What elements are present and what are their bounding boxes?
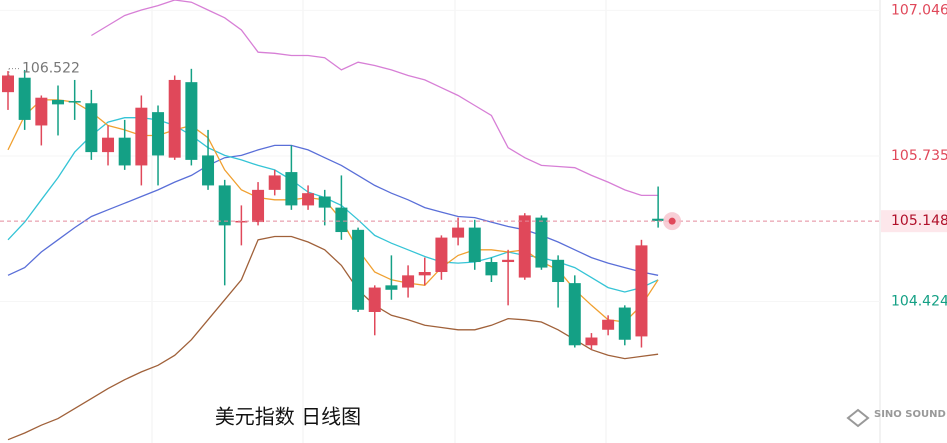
candle-body — [202, 155, 215, 186]
candle-body — [52, 99, 65, 105]
candle-body — [352, 229, 365, 310]
candle-body — [385, 285, 398, 290]
candle-body — [485, 262, 498, 276]
candle-body — [152, 112, 165, 156]
candle-body — [435, 237, 448, 273]
last-price-box — [881, 210, 947, 233]
watermark: SINO SOUND — [846, 408, 946, 428]
candle-body — [552, 259, 565, 283]
candle-body — [285, 172, 298, 206]
indicator-line — [91, 0, 659, 197]
candle-body — [618, 307, 631, 340]
candle-body — [135, 107, 148, 166]
candle-body — [502, 259, 515, 263]
candle-body — [118, 137, 131, 166]
candle-body — [585, 337, 598, 346]
y-tick-label: 104.424 — [891, 294, 947, 310]
candle-body — [335, 207, 348, 233]
candle-body — [318, 196, 331, 208]
candle-body — [268, 175, 281, 190]
candle-body — [218, 185, 231, 226]
indicator-line — [7, 235, 659, 441]
candle-body — [252, 189, 265, 223]
y-tick-label: 105.735 — [891, 148, 947, 164]
candle-body — [568, 283, 581, 346]
candle-body — [168, 79, 181, 158]
pulse-dot — [668, 217, 676, 225]
last-price-label: 105.148 — [891, 213, 947, 229]
candle-body — [535, 217, 548, 268]
candle-body — [185, 82, 198, 160]
logo — [846, 408, 870, 428]
candle-body — [2, 75, 14, 93]
candle-body — [18, 77, 31, 120]
candle-body — [368, 287, 381, 312]
candle-body — [68, 101, 81, 103]
chart-title: 美元指数 日线图 — [215, 405, 361, 429]
indicator-line — [7, 117, 659, 293]
candle-body — [652, 218, 665, 221]
candle-body — [635, 245, 648, 337]
candle-body — [302, 193, 315, 206]
candle-body — [452, 227, 465, 238]
candle-body — [468, 227, 481, 263]
max-label: 106.522 — [22, 61, 80, 77]
watermark-text: SINO SOUND — [874, 409, 946, 420]
candle-body — [402, 275, 415, 288]
candle-body — [418, 272, 431, 276]
candle-body — [85, 103, 98, 153]
candle-body — [102, 137, 115, 153]
indicator-line — [7, 99, 659, 323]
candle-body — [602, 319, 615, 330]
y-tick-label: 107.046 — [891, 2, 947, 18]
indicator-line — [7, 144, 659, 276]
candle-body — [235, 220, 248, 223]
candle-body — [518, 215, 531, 278]
candle-body — [35, 97, 48, 126]
